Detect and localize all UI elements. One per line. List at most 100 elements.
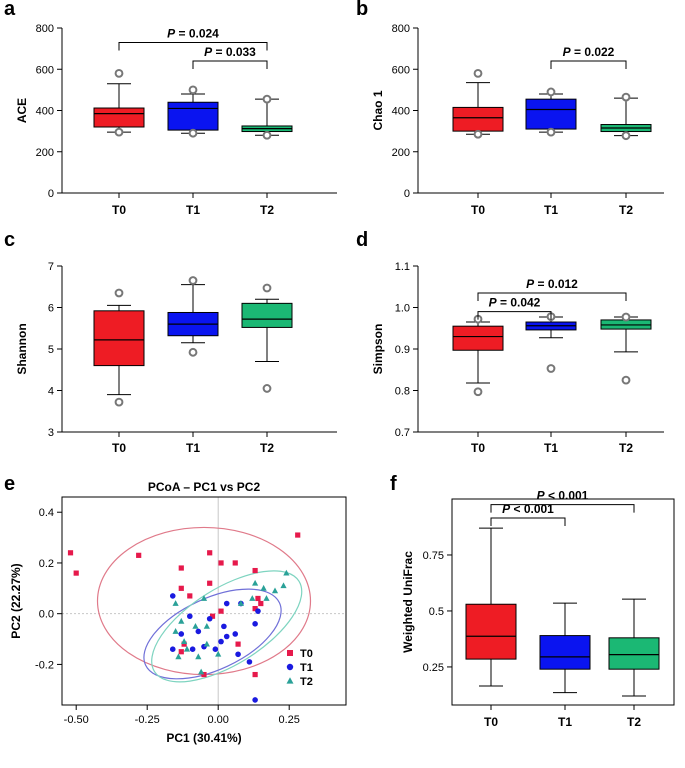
outlier-point [262, 94, 272, 104]
box-t1: T1 [539, 602, 591, 729]
point-t2 [203, 640, 210, 647]
outlier-point [114, 288, 124, 298]
panel-d: d 0.7 0.8 0.9 1.0 1.1 Simpson T0 T1 T2 P = 0.012 P … [356, 229, 664, 455]
legend-marker [286, 677, 294, 684]
y-tick-label: 0 [48, 188, 54, 200]
outlier-point [188, 347, 198, 357]
y-tick-label: 0.5 [429, 606, 444, 618]
point-t0 [258, 600, 264, 607]
significance-bracket: P = 0.042 [477, 296, 552, 320]
y-tick-label: 1.0 [395, 303, 410, 315]
x-tick-label: T1 [186, 203, 200, 217]
outlier-point [262, 384, 272, 393]
point-t1 [187, 613, 193, 620]
x-tick-label: T0 [112, 203, 126, 217]
y-tick-label: 7 [48, 261, 54, 273]
significance-bracket: P = 0.024 [118, 26, 268, 51]
p-value-label: P = 0.033 [204, 45, 256, 59]
point-t1 [169, 646, 176, 652]
p-value-label: P = 0.012 [526, 277, 578, 291]
y-axis-label: Simpson [371, 324, 385, 375]
outlier-point [114, 397, 124, 407]
y-tick-label: 0.2 [39, 558, 54, 570]
x-tick-label: 0.00 [207, 714, 228, 726]
y-axis-label: PC2 (22.27%) [9, 563, 23, 638]
box-t1: T1 [525, 312, 577, 455]
point-t1 [169, 593, 176, 599]
p-value-label: P < 0.001 [502, 502, 554, 516]
point-t1 [218, 638, 224, 645]
panel-label-e: e [4, 473, 15, 495]
y-tick-label: 0.9 [395, 344, 410, 356]
point-t2 [183, 645, 191, 652]
plot-frame [451, 498, 675, 706]
plot-area [67, 526, 312, 703]
y-tick-label: 200 [36, 147, 54, 159]
point-t0 [252, 606, 258, 612]
significance-bracket: P = 0.012 [477, 277, 627, 301]
x-tick-label: T1 [544, 203, 558, 217]
y-tick-label: 800 [392, 23, 410, 35]
outlier-point [262, 130, 272, 140]
outlier-point [188, 85, 198, 95]
box-t2: T2 [608, 598, 660, 729]
series-t0 [67, 532, 301, 678]
point-t2 [280, 582, 287, 589]
bracket-line [550, 60, 627, 69]
box-t2: T2 [600, 312, 652, 455]
outlier-point [621, 92, 631, 102]
box-t1: T1 [167, 276, 219, 455]
box-iqr [608, 637, 660, 670]
point-t1 [223, 600, 230, 607]
point-t0 [73, 570, 79, 576]
box-t1: T1 [525, 87, 577, 217]
y-tick-label: 6 [48, 303, 54, 315]
point-t0 [255, 595, 261, 602]
y-tick-label: 0.75 [423, 550, 444, 562]
point-t0 [218, 560, 224, 566]
point-t0 [67, 550, 74, 556]
point-t2 [263, 595, 270, 601]
y-axis-label: Weighted UniFrac [401, 551, 415, 653]
box-t0: T0 [452, 314, 504, 455]
outlier-point [546, 127, 556, 137]
significance-bracket: P = 0.033 [192, 45, 268, 69]
series-t1 [169, 593, 261, 703]
panel-b: b 0 200 400 600 800 Chao 1 T0 T1 T2 P = 0.022 [356, 0, 664, 217]
point-t0 [235, 641, 241, 647]
point-t0 [178, 565, 184, 571]
box-t2: T2 [241, 283, 293, 455]
panel-a: a 0 200 400 600 800 ACE T0 T1 T2 P = 0.024 P = 0.03… [4, 0, 337, 217]
y-tick-label: 600 [392, 64, 410, 76]
x-tick-label: T0 [471, 203, 485, 217]
bracket-line [477, 292, 627, 301]
y-tick-label: 4 [48, 386, 54, 398]
panel-label-c: c [4, 229, 15, 251]
point-t1 [212, 646, 219, 652]
point-t1 [178, 631, 185, 637]
box-t0: T0 [452, 68, 504, 217]
point-t1 [206, 615, 213, 622]
y-axis-label: Shannon [15, 323, 29, 374]
outlier-point [546, 87, 556, 97]
y-tick-label: 5 [48, 344, 54, 356]
outlier-point [546, 364, 556, 373]
point-t2 [252, 579, 259, 586]
point-t1 [246, 659, 253, 665]
box-iqr [93, 107, 145, 128]
point-t2 [178, 617, 185, 624]
y-tick-label: 400 [392, 106, 410, 118]
legend-marker [286, 663, 294, 671]
y-axis-label: ACE [15, 98, 29, 123]
box-t0: T0 [93, 288, 145, 455]
point-t2 [172, 628, 179, 634]
box-iqr [241, 302, 293, 328]
ellipse-t2 [151, 570, 303, 683]
panel-c: c 3 4 5 6 7 Shannon T0 T1 T2 [4, 229, 337, 455]
point-t0 [178, 585, 184, 591]
outlier-point [262, 283, 272, 293]
y-tick-label: 800 [36, 23, 54, 35]
point-t0 [252, 567, 258, 574]
x-tick-label: T2 [619, 203, 633, 217]
